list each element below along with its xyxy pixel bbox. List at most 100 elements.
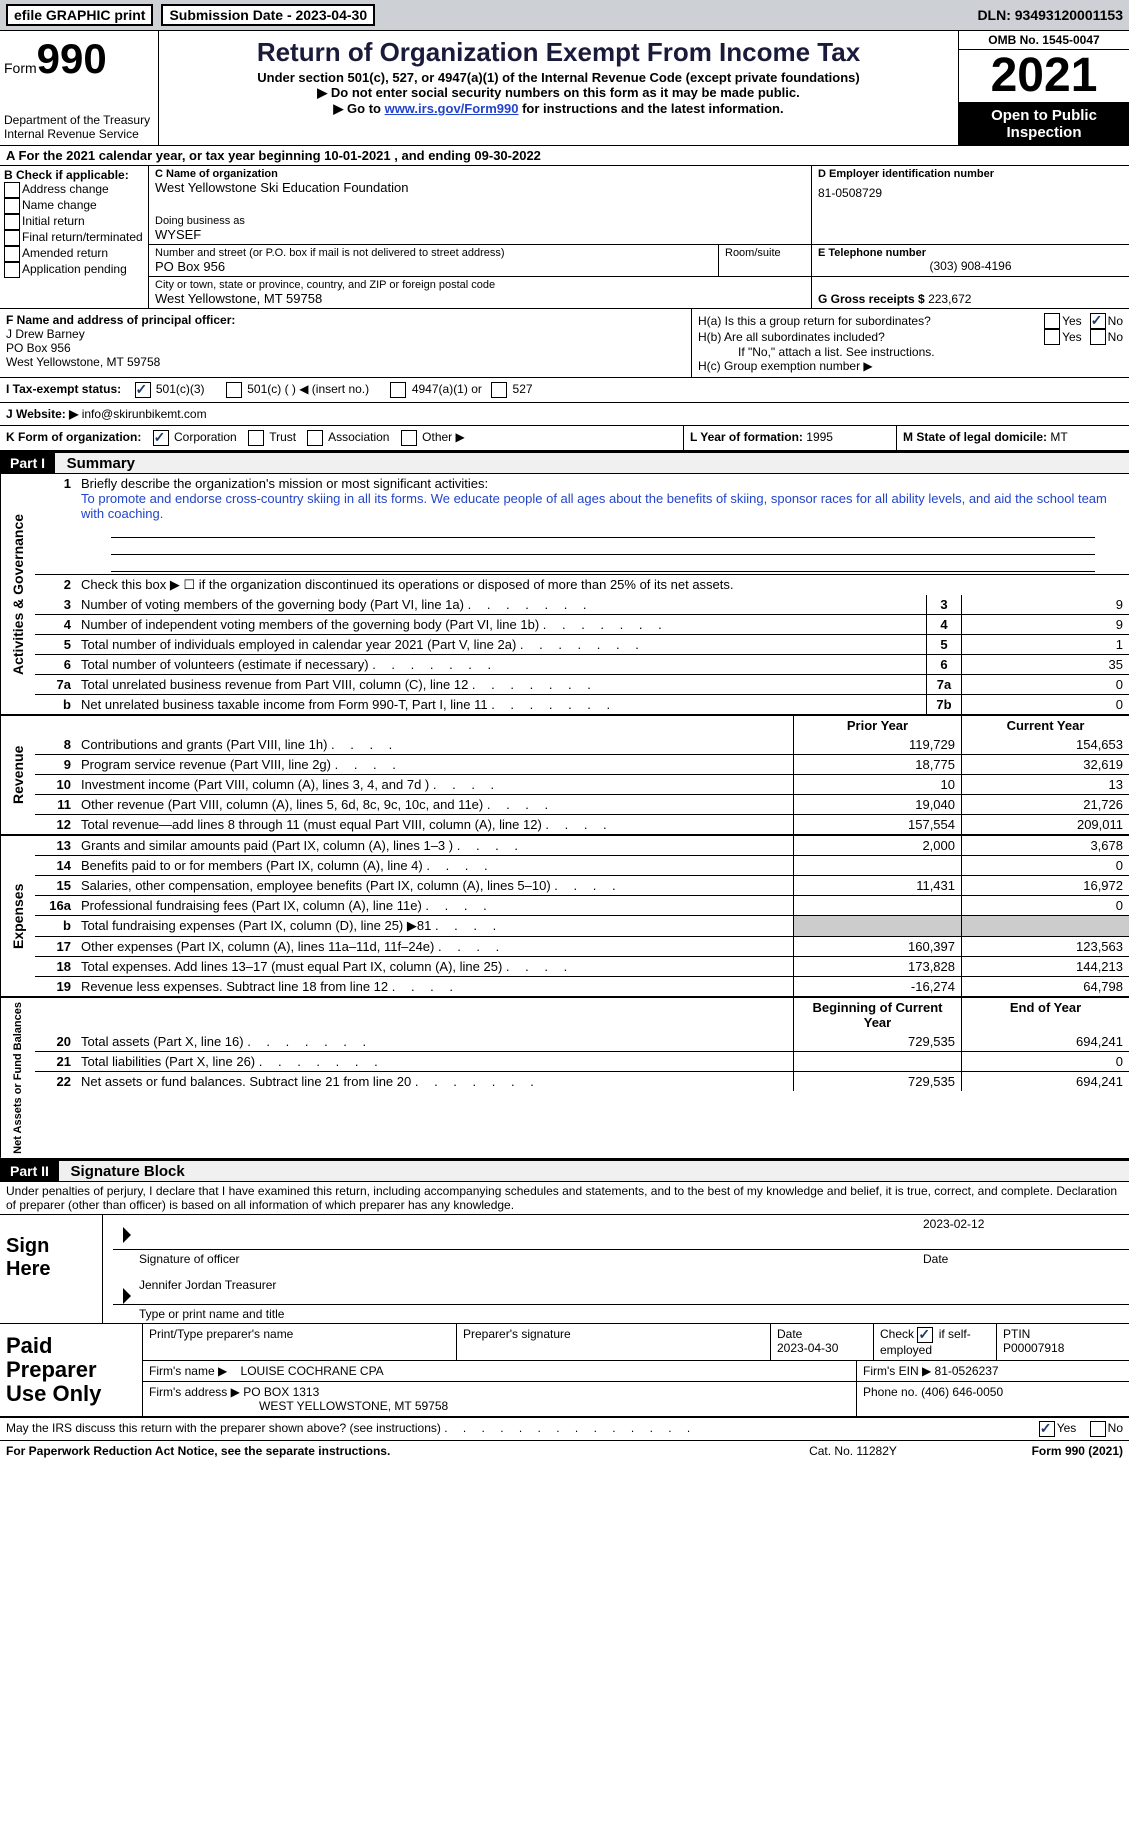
checkbox-527[interactable] <box>491 382 507 398</box>
summary-line: 5 Total number of individuals employed i… <box>35 634 1129 654</box>
firm-addr1: PO BOX 1313 <box>243 1385 319 1399</box>
row-l-label: L Year of formation: <box>690 430 803 444</box>
line1-label: Briefly describe the organization's miss… <box>81 476 488 491</box>
box-e-label: E Telephone number <box>818 247 1123 259</box>
sig-arrow-icon <box>123 1227 131 1243</box>
phone-value: (303) 908-4196 <box>818 259 1123 273</box>
form-label: Form <box>4 60 37 76</box>
summary-line: 6 Total number of volunteers (estimate i… <box>35 654 1129 674</box>
name-title-label: Type or print name and title <box>139 1307 284 1321</box>
checkbox-address-change[interactable] <box>4 182 20 198</box>
sign-here-label: Sign Here <box>0 1215 103 1323</box>
revenue-line: 10 Investment income (Part VIII, column … <box>35 774 1129 794</box>
entity-info-grid: B Check if applicable: Address change Na… <box>0 166 1129 309</box>
prep-date: 2023-04-30 <box>777 1341 867 1355</box>
omb-number: OMB No. 1545-0047 <box>959 31 1129 50</box>
firm-name-label: Firm's name ▶ <box>149 1364 227 1378</box>
checkbox-other[interactable] <box>401 430 417 446</box>
revenue-line: 11 Other revenue (Part VIII, column (A),… <box>35 794 1129 814</box>
checkbox-ha-no[interactable] <box>1090 313 1106 329</box>
row-i: I Tax-exempt status: 501(c)(3) 501(c) ( … <box>0 378 1129 403</box>
side-netassets: Net Assets or Fund Balances <box>0 998 35 1158</box>
box-d-label: D Employer identification number <box>818 168 1123 180</box>
firm-phone-label: Phone no. <box>863 1385 918 1399</box>
cat-no: Cat. No. 11282Y <box>763 1444 943 1458</box>
checkbox-ha-yes[interactable] <box>1044 313 1060 329</box>
side-revenue: Revenue <box>0 716 35 834</box>
firm-addr2: WEST YELLOWSTONE, MT 59758 <box>259 1399 448 1413</box>
checkbox-hb-no[interactable] <box>1090 329 1106 345</box>
expense-line: 13 Grants and similar amounts paid (Part… <box>35 836 1129 855</box>
officer-addr1: PO Box 956 <box>6 341 685 355</box>
revenue-section: Revenue Prior Year Current Year 8 Contri… <box>0 716 1129 836</box>
state-domicile: MT <box>1050 430 1067 444</box>
box-g-label: G Gross receipts $ <box>818 292 925 306</box>
netassets-section: Net Assets or Fund Balances Beginning of… <box>0 998 1129 1160</box>
irs-label: Internal Revenue Service <box>4 127 154 141</box>
firm-name: LOUISE COCHRANE CPA <box>241 1364 384 1378</box>
checkbox-final-return[interactable] <box>4 230 20 246</box>
checkbox-name-change[interactable] <box>4 198 20 214</box>
city-value: West Yellowstone, MT 59758 <box>155 291 805 306</box>
part2-header-row: Part II Signature Block <box>0 1160 1129 1182</box>
efile-label[interactable]: efile GRAPHIC print <box>6 4 153 26</box>
summary-line: 3 Number of voting members of the govern… <box>35 595 1129 614</box>
checkbox-discuss-no[interactable] <box>1090 1421 1106 1437</box>
checkbox-amended-return[interactable] <box>4 246 20 262</box>
row-klm: K Form of organization: Corporation Trus… <box>0 426 1129 452</box>
org-name: West Yellowstone Ski Education Foundatio… <box>155 180 805 195</box>
room-suite-label: Room/suite <box>719 245 811 276</box>
checkbox-assoc[interactable] <box>307 430 323 446</box>
gross-receipts: 223,672 <box>928 292 971 306</box>
box-b-title: B Check if applicable: <box>4 168 144 182</box>
prep-name-label: Print/Type preparer's name <box>149 1327 450 1341</box>
checkbox-hb-yes[interactable] <box>1044 329 1060 345</box>
expense-line: 19 Revenue less expenses. Subtract line … <box>35 976 1129 996</box>
expense-line: 15 Salaries, other compensation, employe… <box>35 875 1129 895</box>
discuss-text: May the IRS discuss this return with the… <box>6 1421 441 1435</box>
firm-ein: 81-0526237 <box>935 1364 999 1378</box>
ptin-value: P00007918 <box>1003 1341 1123 1355</box>
checkbox-self-employed[interactable] <box>917 1327 933 1343</box>
checkbox-4947[interactable] <box>390 382 406 398</box>
checkbox-501c[interactable] <box>226 382 242 398</box>
checkbox-initial-return[interactable] <box>4 214 20 230</box>
paid-preparer-block: Paid Preparer Use Only Print/Type prepar… <box>0 1324 1129 1419</box>
expense-line: 14 Benefits paid to or for members (Part… <box>35 855 1129 875</box>
prior-year-header: Prior Year <box>793 716 961 735</box>
beg-year-header: Beginning of Current Year <box>793 998 961 1032</box>
netassets-line: 21 Total liabilities (Part X, line 26) .… <box>35 1051 1129 1071</box>
paperwork-notice: For Paperwork Reduction Act Notice, see … <box>6 1444 763 1458</box>
ptin-label: PTIN <box>1003 1327 1123 1341</box>
mission-text: To promote and endorse cross-country ski… <box>81 491 1107 521</box>
netassets-line: 20 Total assets (Part X, line 16) . . . … <box>35 1032 1129 1051</box>
sig-arrow-icon-2 <box>123 1288 131 1304</box>
website-value: info@skirunbikemt.com <box>82 407 207 421</box>
line-a: A For the 2021 calendar year, or tax yea… <box>0 146 1129 166</box>
part1-header-row: Part I Summary <box>0 452 1129 474</box>
expense-line: 16a Professional fundraising fees (Part … <box>35 895 1129 915</box>
open-public: Open to Public Inspection <box>959 103 1129 145</box>
box-b: B Check if applicable: Address change Na… <box>0 166 149 308</box>
sig-date: 2023-02-12 <box>923 1217 1123 1247</box>
form-990: 990 <box>37 35 107 82</box>
irs-link[interactable]: www.irs.gov/Form990 <box>385 101 519 116</box>
dba-value: WYSEF <box>155 227 805 242</box>
submission-date: Submission Date - 2023-04-30 <box>161 4 375 26</box>
subtitle-1: Under section 501(c), 527, or 4947(a)(1)… <box>167 70 950 85</box>
checkbox-501c3[interactable] <box>135 382 151 398</box>
part1-title: Summary <box>59 455 135 472</box>
subtitle-2: ▶ Do not enter social security numbers o… <box>167 85 950 101</box>
checkbox-discuss-yes[interactable] <box>1039 1421 1055 1437</box>
goto-suffix: for instructions and the latest informat… <box>518 101 783 116</box>
firm-phone: (406) 646-0050 <box>921 1385 1003 1399</box>
firm-ein-label: Firm's EIN ▶ <box>863 1364 931 1378</box>
officer-name-title: Jennifer Jordan Treasurer <box>139 1278 1123 1302</box>
sig-officer-label: Signature of officer <box>139 1252 923 1266</box>
checkbox-trust[interactable] <box>248 430 264 446</box>
expense-line: b Total fundraising expenses (Part IX, c… <box>35 915 1129 936</box>
checkbox-application-pending[interactable] <box>4 262 20 278</box>
row-m-label: M State of legal domicile: <box>903 430 1047 444</box>
box-c-label: C Name of organization <box>155 168 805 180</box>
checkbox-corp[interactable] <box>153 430 169 446</box>
